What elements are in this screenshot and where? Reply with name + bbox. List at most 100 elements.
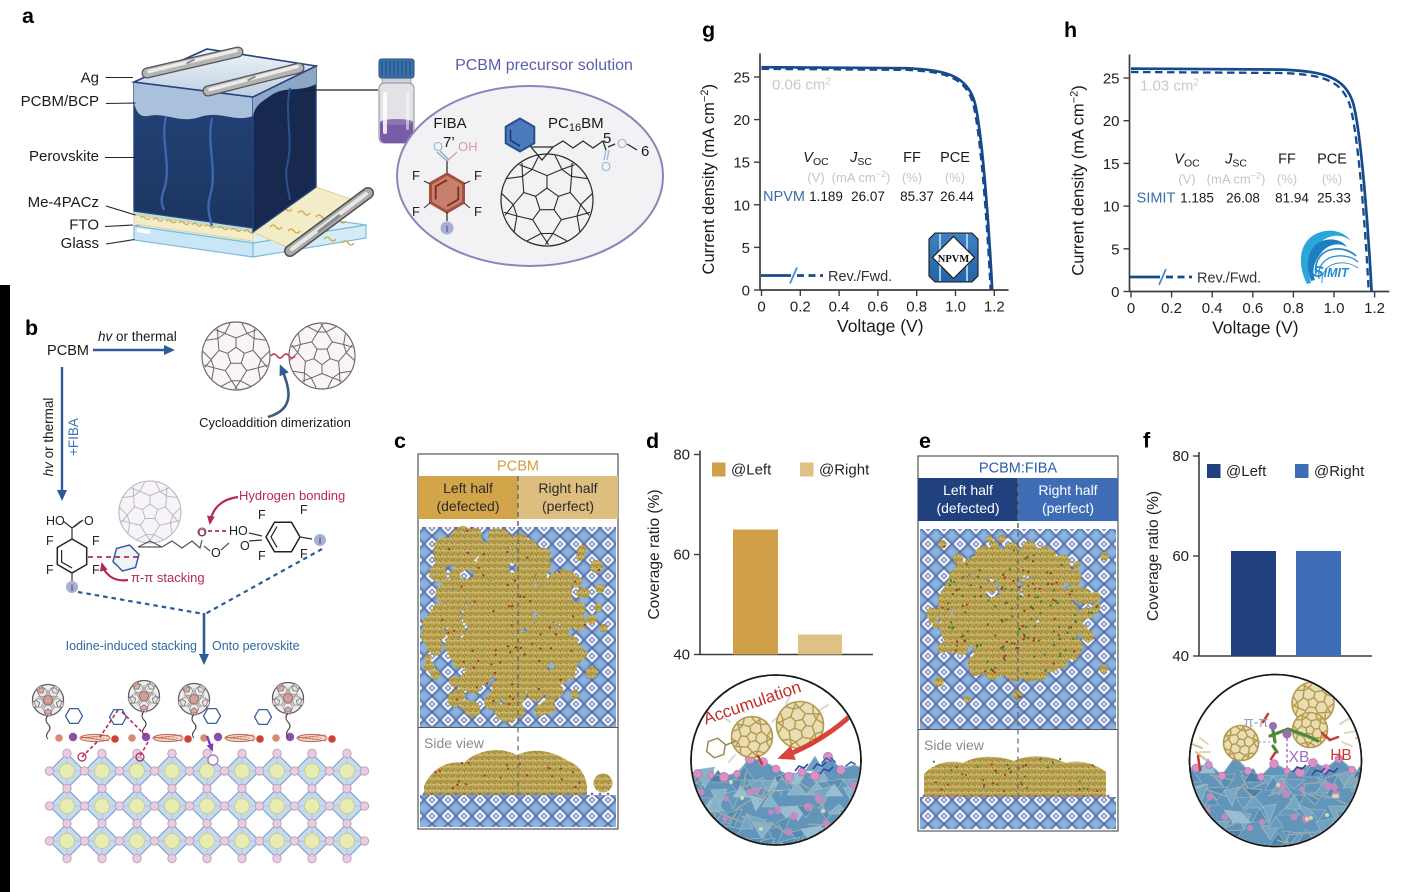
svg-text:hv or thermal: hv or thermal [98,329,177,344]
svg-text:81.94: 81.94 [1275,191,1309,206]
svg-text:I: I [319,536,322,546]
svg-text:0: 0 [1127,300,1135,317]
svg-text:HO: HO [46,514,65,528]
svg-text:O: O [240,539,250,553]
svg-text:10: 10 [1103,199,1120,216]
svg-text:10: 10 [733,197,750,214]
svg-text:I: I [446,224,449,234]
svg-text:XB: XB [1289,749,1310,766]
svg-text:O: O [617,136,627,151]
svg-text:(perfect): (perfect) [542,498,594,514]
svg-text:(%): (%) [945,170,965,185]
svg-text:(%): (%) [1277,172,1297,187]
svg-text:e: e [919,429,931,453]
svg-text:FIBA: FIBA [433,115,466,132]
svg-text:F: F [412,168,420,183]
svg-text:FTO: FTO [69,217,99,234]
svg-text:40: 40 [1172,648,1189,665]
svg-text:26.44: 26.44 [940,189,974,204]
svg-text:1.03 cm2: 1.03 cm2 [1140,78,1199,95]
svg-text:a: a [22,4,35,28]
svg-text:Coverage ratio (%): Coverage ratio (%) [1145,491,1162,621]
svg-text:1.185: 1.185 [1180,191,1214,206]
svg-text:Cycloaddition dimerization: Cycloaddition dimerization [199,415,351,430]
svg-text:60: 60 [673,547,690,564]
svg-text:85.37: 85.37 [900,189,934,204]
svg-text:Side view: Side view [924,737,985,753]
svg-text:Hydrogen bonding: Hydrogen bonding [239,488,345,503]
svg-text:PCBM: PCBM [47,343,89,359]
svg-text:F: F [300,503,308,517]
svg-text:Glass: Glass [61,235,99,252]
svg-text:@Left: @Left [1226,463,1267,480]
svg-text:0.06 cm2: 0.06 cm2 [772,77,831,94]
svg-text:F: F [258,549,266,563]
svg-text:+FIBA: +FIBA [66,418,81,456]
svg-text:O: O [433,139,443,154]
svg-text:hv or thermal: hv or thermal [41,398,56,477]
svg-text:0: 0 [1111,284,1119,301]
svg-text:FF: FF [903,150,921,166]
svg-text:5: 5 [742,240,750,257]
svg-text:VOC: VOC [803,150,829,168]
svg-text:f: f [1143,429,1151,453]
svg-text:Rev./Fwd.: Rev./Fwd. [828,269,892,285]
svg-text:F: F [258,508,266,522]
svg-text:0.6: 0.6 [1242,300,1263,317]
svg-text:1.0: 1.0 [1324,300,1345,317]
svg-text:HO: HO [229,524,248,538]
svg-text:1.2: 1.2 [1364,300,1385,317]
svg-text:O: O [211,546,221,560]
svg-text:HB: HB [1330,747,1352,764]
svg-text:80: 80 [673,447,690,464]
svg-text:F: F [412,204,420,219]
svg-text:@Right: @Right [1314,463,1365,480]
svg-text:OH: OH [458,139,478,154]
svg-text:80: 80 [1172,448,1189,465]
svg-text:d: d [646,429,659,453]
svg-text:(mA cm−2): (mA cm−2) [1207,171,1266,187]
svg-text:Iodine-induced stacking: Iodine-induced stacking [66,639,197,653]
svg-text:Rev./Fwd.: Rev./Fwd. [1197,271,1261,287]
svg-text:0.4: 0.4 [1202,300,1223,317]
svg-text:O: O [601,159,611,174]
svg-text:25: 25 [1103,71,1120,88]
svg-text:SIMIT: SIMIT [1313,264,1350,281]
svg-text:(%): (%) [902,170,922,185]
svg-text:I: I [71,583,74,593]
svg-text:PC16BM: PC16BM [548,115,604,134]
svg-text:JSC: JSC [849,150,872,168]
svg-text:π-π: π-π [1244,715,1269,731]
svg-text:5: 5 [603,130,611,147]
svg-text:@Left: @Left [731,462,772,479]
svg-text:F: F [46,563,54,577]
svg-text:g: g [702,18,715,42]
svg-text:FF: FF [1278,152,1296,168]
svg-text:Current density (mA cm−2): Current density (mA cm−2) [1069,85,1088,275]
svg-text:F: F [474,168,482,183]
svg-text:0.2: 0.2 [1161,300,1182,317]
svg-text:(defected): (defected) [436,498,499,514]
svg-text:6: 6 [641,143,649,160]
svg-text:0: 0 [757,299,765,316]
svg-text:15: 15 [733,155,750,172]
svg-text:JSC: JSC [1224,152,1247,170]
svg-text:Right half: Right half [538,480,597,496]
svg-text:25.33: 25.33 [1317,191,1351,206]
svg-text:π-π stacking: π-π stacking [131,570,205,585]
svg-text:25: 25 [733,70,750,87]
svg-text:0.8: 0.8 [1283,300,1304,317]
svg-text:NPVM: NPVM [938,254,970,265]
svg-text:Current density (mA cm−2): Current density (mA cm−2) [699,84,718,274]
svg-text:Voltage (V): Voltage (V) [1212,318,1299,338]
svg-text:(%): (%) [1322,172,1342,187]
svg-text:(perfect): (perfect) [1042,500,1094,516]
svg-text:1.0: 1.0 [945,299,966,316]
svg-text:5: 5 [1111,241,1119,258]
svg-text:Left half: Left half [443,480,493,496]
svg-text:(V): (V) [1178,172,1195,187]
svg-text:F: F [92,563,100,577]
svg-text:40: 40 [673,647,690,664]
svg-text:20: 20 [1103,113,1120,130]
svg-text:(mA cm−2): (mA cm−2) [832,169,891,185]
